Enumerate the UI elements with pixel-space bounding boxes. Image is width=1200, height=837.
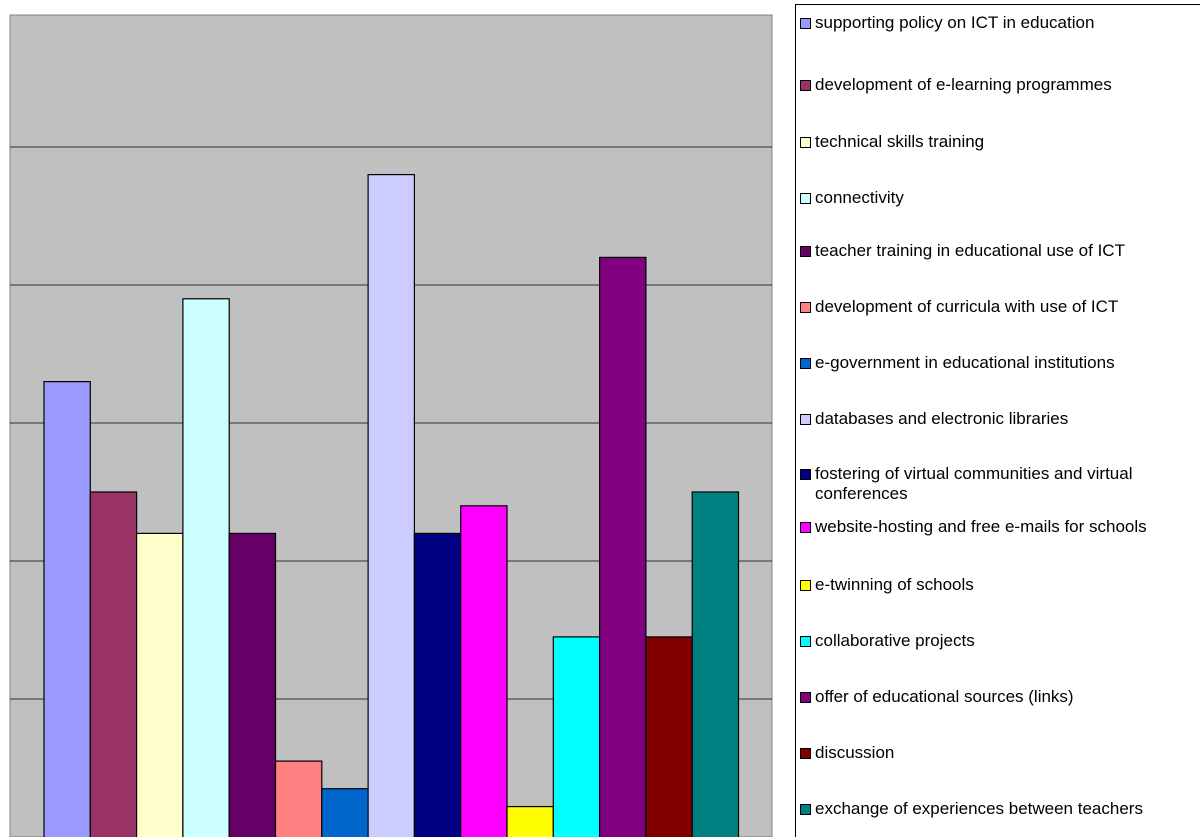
legend-label: discussion <box>815 743 895 762</box>
legend-item-9: fostering of virtual communities and vir… <box>800 464 1198 504</box>
legend-item-7: e-government in educational institutions <box>800 353 1198 373</box>
bar-11 <box>506 805 554 837</box>
bar-chart <box>9 14 773 837</box>
legend-item-3: technical skills training <box>800 132 1198 152</box>
legend-item-4: connectivity <box>800 188 1198 208</box>
legend-label: development of curricula with use of ICT <box>815 297 1119 316</box>
bar-7 <box>321 788 369 837</box>
legend-label: development of e-learning programmes <box>815 75 1112 94</box>
bar-6 <box>274 760 323 837</box>
bar-10 <box>460 505 508 837</box>
legend-swatch <box>800 193 811 204</box>
bar-12 <box>552 636 601 837</box>
legend-label: databases and electronic libraries <box>815 409 1069 428</box>
legend-swatch <box>800 469 811 480</box>
bar-1 <box>43 381 91 837</box>
legend-item-12: collaborative projects <box>800 631 1198 651</box>
legend-swatch <box>800 246 811 257</box>
bar-15 <box>691 491 740 837</box>
bar-8 <box>367 174 416 837</box>
legend-label: collaborative projects <box>815 631 975 650</box>
bar-2 <box>89 491 138 837</box>
legend-item-2: development of e-learning programmes <box>800 75 1198 95</box>
legend-swatch <box>800 137 811 148</box>
legend-swatch <box>800 522 811 533</box>
legend-item-14: discussion <box>800 743 1198 763</box>
legend-label: e-twinning of schools <box>815 575 974 594</box>
legend-label: connectivity <box>815 188 904 207</box>
legend-item-1: supporting policy on ICT in education <box>800 13 1198 33</box>
legend-label: fostering of virtual communities and vir… <box>815 464 1133 503</box>
legend-item-5: teacher training in educational use of I… <box>800 241 1198 261</box>
bar-5 <box>228 532 277 837</box>
bar-13 <box>598 256 647 837</box>
legend-swatch <box>800 692 811 703</box>
legend-item-8: databases and electronic libraries <box>800 409 1198 429</box>
legend-swatch <box>800 636 811 647</box>
bar-14 <box>645 636 693 837</box>
legend-label: website-hosting and free e-mails for sch… <box>815 517 1147 536</box>
bar-3 <box>136 532 184 837</box>
legend-label: e-government in educational institutions <box>815 353 1115 372</box>
bar-4 <box>182 298 230 837</box>
bars <box>43 174 740 837</box>
legend-swatch <box>800 302 811 313</box>
legend-swatch <box>800 748 811 759</box>
chart-area <box>9 14 773 837</box>
legend-item-6: development of curricula with use of ICT <box>800 297 1198 317</box>
legend-swatch <box>800 18 811 29</box>
legend-swatch <box>800 414 811 425</box>
legend-swatch <box>800 358 811 369</box>
legend: supporting policy on ICT in education de… <box>795 4 1200 837</box>
legend-label: exchange of experiences between teachers <box>815 799 1143 818</box>
legend-swatch <box>800 580 811 591</box>
legend-item-10: website-hosting and free e-mails for sch… <box>800 517 1198 537</box>
legend-item-11: e-twinning of schools <box>800 575 1198 595</box>
legend-swatch <box>800 804 811 815</box>
legend-label: technical skills training <box>815 132 985 151</box>
legend-label: offer of educational sources (links) <box>815 687 1074 706</box>
legend-item-13: offer of educational sources (links) <box>800 687 1198 707</box>
legend-label: supporting policy on ICT in education <box>815 13 1095 32</box>
legend-label: teacher training in educational use of I… <box>815 241 1125 260</box>
legend-item-15: exchange of experiences between teachers <box>800 799 1198 819</box>
bar-9 <box>413 532 462 837</box>
legend-swatch <box>800 80 811 91</box>
